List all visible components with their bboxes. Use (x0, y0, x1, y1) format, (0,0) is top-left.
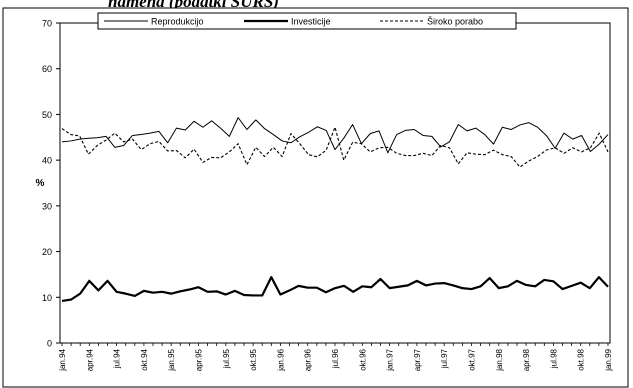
x-tick-label: apr.96 (304, 348, 313, 371)
y-tick-label: 70 (42, 19, 52, 29)
series-line-investicije (61, 276, 609, 303)
x-tick-label: okt.96 (358, 348, 367, 370)
x-tick-label: jan.97 (386, 348, 395, 371)
y-axis-label: % (36, 178, 45, 189)
x-tick-label: apr.97 (413, 348, 422, 371)
x-tick-label: jan.98 (495, 348, 504, 371)
y-tick-label: 50 (42, 110, 52, 120)
x-tick-label: jul.98 (549, 348, 558, 369)
legend-label: Reprodukcijo (151, 17, 204, 27)
legend-box (97, 12, 517, 30)
legend: Reprodukcijo Investicije Široko porabo (97, 12, 517, 30)
x-tick-label: apr.98 (522, 348, 531, 371)
chart-area-frame (2, 7, 629, 388)
plot-area: 0 10 20 30 40 50 60 70% jan.94 apr.94 jul.94 okt.94… (36, 19, 613, 372)
legend-label: Široko porabo (427, 17, 483, 27)
legend-label: Investicije (291, 17, 331, 27)
y-tick-label: 20 (42, 247, 52, 257)
y-tick-label: 10 (42, 293, 52, 303)
x-tick-label: jan.95 (167, 348, 176, 371)
x-tick-label: okt.98 (577, 348, 586, 370)
y-tick-label: 60 (42, 64, 52, 74)
x-tick-label: apr.95 (195, 348, 204, 371)
y-tick-label: 0 (47, 339, 52, 349)
x-tick-label: jan.94 (58, 348, 67, 371)
y-tick-label: 30 (42, 201, 52, 211)
y-tick-label: 40 (42, 156, 52, 166)
x-tick-label: okt.97 (468, 348, 477, 370)
x-tick-label: jul.96 (331, 348, 340, 369)
x-tick-label: apr.94 (85, 348, 94, 371)
series-line-reprodukcijo (61, 117, 609, 154)
series-line--iroko-porabo (61, 126, 609, 168)
chart-title: namena (podatki SURS) (108, 0, 279, 11)
x-tick-label: jul.95 (222, 348, 231, 369)
x-tick-label: jul.94 (113, 348, 122, 369)
x-tick-label: okt.95 (249, 348, 258, 370)
x-tick-label: okt.94 (140, 348, 149, 370)
x-tick-label: jan.99 (604, 348, 613, 371)
x-tick-label: jul.97 (440, 348, 449, 369)
x-tick-label: jan.96 (276, 348, 285, 371)
